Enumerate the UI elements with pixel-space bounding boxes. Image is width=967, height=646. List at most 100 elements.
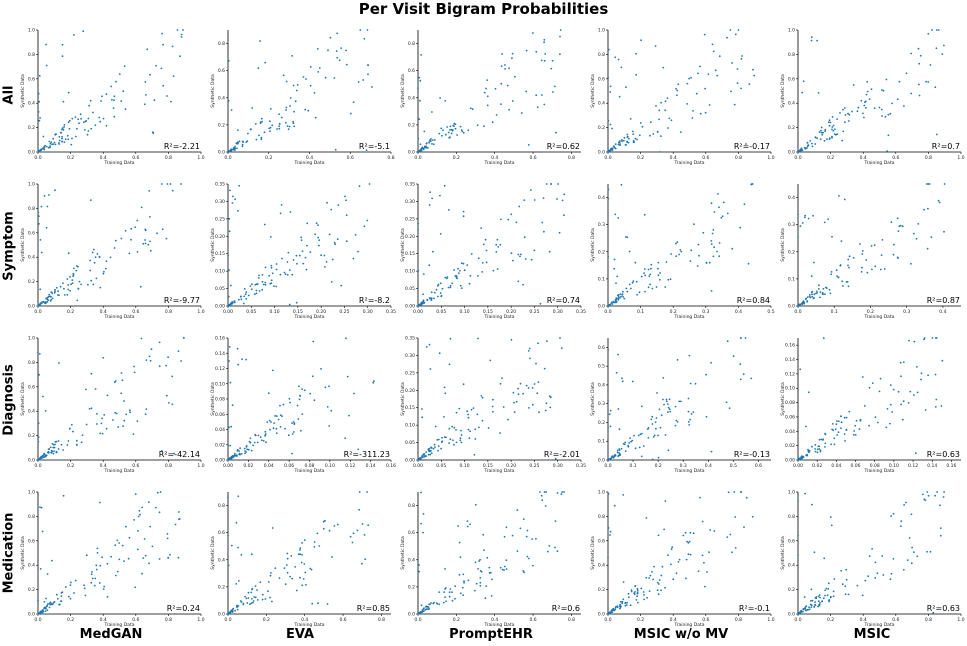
data-point <box>77 288 80 290</box>
data-point <box>67 252 70 255</box>
data-point <box>366 491 368 493</box>
y-axis-label: Synthetic Data <box>400 382 406 416</box>
data-point <box>136 548 139 551</box>
x-axis-label: Training Data <box>674 160 705 166</box>
x-tick-label: 0.6 <box>702 617 709 623</box>
data-point <box>528 407 530 409</box>
data-point <box>54 189 56 192</box>
y-tick-label: 0.0 <box>28 304 35 310</box>
data-point <box>939 527 942 529</box>
data-point <box>478 426 480 429</box>
data-point <box>844 593 847 595</box>
data-point <box>488 566 491 569</box>
data-point <box>892 558 895 560</box>
x-tick-label: 0.4 <box>939 309 946 315</box>
data-point <box>836 118 838 120</box>
data-point <box>264 598 267 600</box>
data-point <box>282 74 285 77</box>
data-point <box>890 572 893 575</box>
data-point <box>306 244 308 247</box>
data-point <box>440 441 443 444</box>
data-point <box>38 100 41 103</box>
data-point <box>227 254 230 257</box>
data-point <box>505 568 508 570</box>
data-point <box>918 83 920 86</box>
x-tick-label: 0.6 <box>132 463 139 469</box>
data-point <box>934 373 937 376</box>
data-point <box>689 553 692 556</box>
data-point <box>935 29 938 31</box>
data-point <box>619 293 622 295</box>
data-point <box>485 87 487 90</box>
data-point <box>38 458 41 460</box>
data-point <box>619 603 622 606</box>
data-point <box>804 609 807 612</box>
data-point <box>288 125 291 128</box>
data-point <box>667 278 670 281</box>
data-point <box>309 84 312 87</box>
data-point <box>84 594 87 597</box>
data-point <box>448 427 451 430</box>
data-point <box>304 256 307 259</box>
data-point <box>468 282 471 285</box>
data-point <box>727 491 730 494</box>
data-point <box>828 599 831 601</box>
data-point <box>865 106 867 109</box>
data-point <box>822 131 824 134</box>
data-point <box>447 131 450 134</box>
data-point <box>41 530 44 533</box>
data-point <box>556 550 559 553</box>
data-point <box>279 426 282 428</box>
data-point <box>430 602 432 604</box>
data-point <box>496 238 499 241</box>
data-point <box>50 451 53 454</box>
data-point <box>171 375 174 378</box>
data-point <box>626 601 628 604</box>
data-point <box>689 531 692 534</box>
data-point <box>421 609 424 611</box>
data-point <box>457 267 459 270</box>
data-point <box>693 223 695 226</box>
data-point <box>463 580 465 583</box>
data-point <box>285 564 288 566</box>
data-point <box>482 533 485 536</box>
x-tick-label: 0.0 <box>414 617 421 623</box>
data-point <box>136 251 139 253</box>
data-point <box>631 281 634 284</box>
data-point <box>257 277 260 279</box>
data-point <box>705 415 708 418</box>
data-point <box>806 145 809 148</box>
data-point <box>544 53 547 55</box>
data-point <box>615 371 618 374</box>
data-point <box>326 201 328 204</box>
data-point <box>897 257 899 259</box>
data-point <box>417 269 420 272</box>
y-axis-label: Synthetic Data <box>210 74 216 108</box>
data-point <box>250 449 253 452</box>
data-point <box>286 261 289 263</box>
y-tick-label: 0.8 <box>28 514 35 520</box>
data-point <box>916 366 918 368</box>
data-point <box>76 265 78 267</box>
data-point <box>302 578 305 580</box>
data-point <box>422 531 424 534</box>
data-point <box>897 230 900 233</box>
data-point <box>492 410 494 413</box>
data-point <box>687 397 690 400</box>
data-point <box>72 272 75 275</box>
data-point <box>439 233 442 235</box>
data-point <box>291 55 294 57</box>
data-point <box>351 541 354 544</box>
data-point <box>438 132 441 135</box>
data-point <box>240 553 243 556</box>
data-point <box>658 118 660 121</box>
data-point <box>914 452 917 455</box>
y-tick-label: 0.6 <box>788 538 795 544</box>
x-axis-label: Training Data <box>674 314 705 320</box>
data-point <box>624 441 627 444</box>
data-point <box>832 130 835 132</box>
data-point <box>233 149 236 152</box>
data-point <box>428 608 431 610</box>
data-point <box>296 262 298 265</box>
data-point <box>670 119 673 122</box>
